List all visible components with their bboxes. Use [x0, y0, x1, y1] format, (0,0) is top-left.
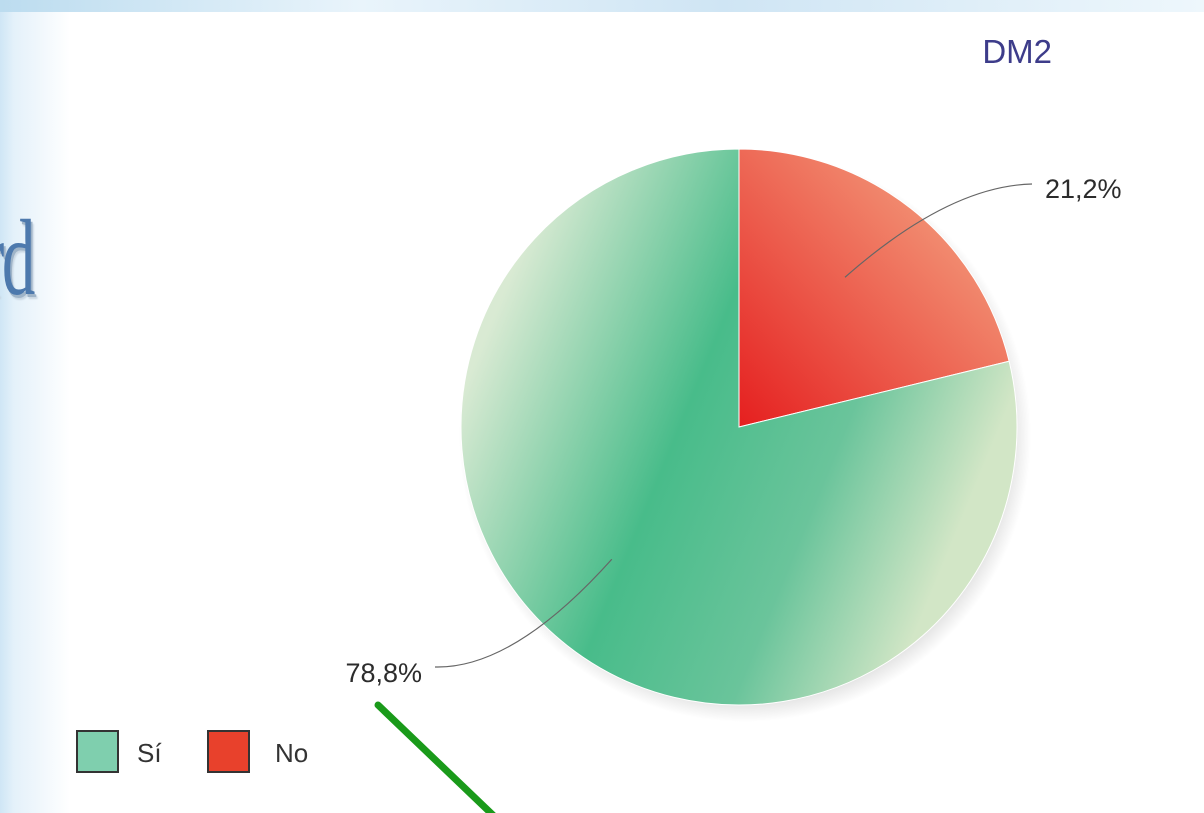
leader-line-no [844, 183, 1033, 278]
legend-label-si: Sí [137, 738, 162, 768]
annotation-arrow [374, 701, 496, 813]
labels-layer: 21,2% 78,8% [345, 174, 1121, 688]
legend-swatch-no [207, 730, 250, 773]
legend: Sí No [76, 730, 308, 773]
pie-slice-no [738, 148, 1010, 428]
leader-line-si [434, 558, 613, 668]
slide-title: rd [0, 199, 35, 318]
pie-slice-si [460, 148, 1018, 706]
data-label-no: 21,2% [1045, 174, 1122, 204]
data-label-si: 78,8% [345, 658, 422, 688]
slices-layer [460, 148, 1018, 706]
legend-label-no: No [275, 738, 308, 768]
chart-title: DM2 [982, 33, 1052, 70]
slide-top-band [0, 0, 1204, 12]
legend-swatch-si [76, 730, 119, 773]
